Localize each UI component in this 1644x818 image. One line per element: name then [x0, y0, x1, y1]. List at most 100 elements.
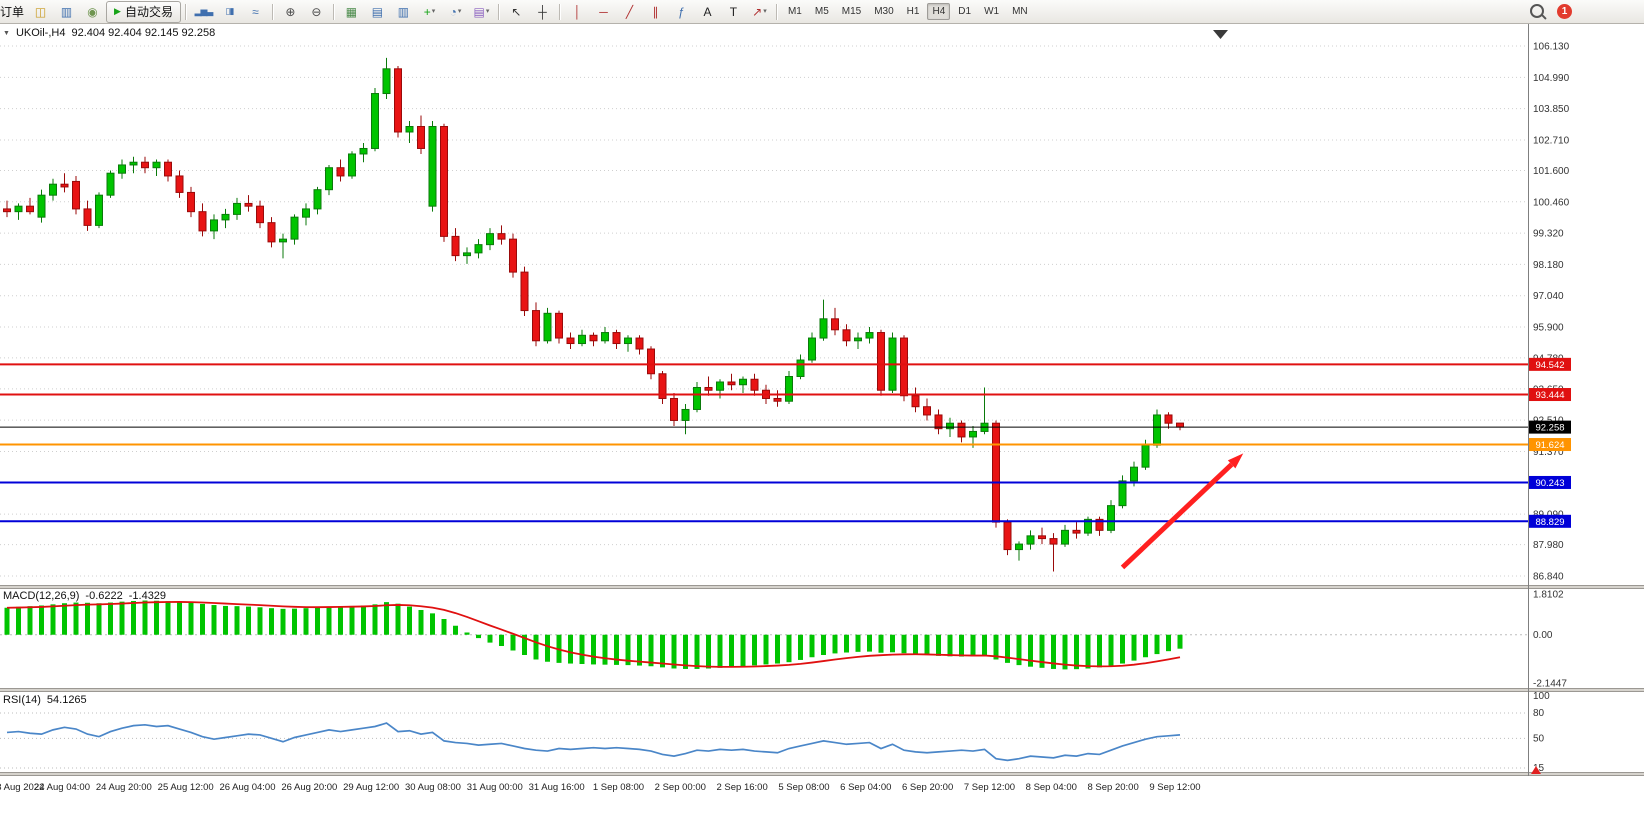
play-icon: ▶	[114, 6, 121, 16]
svg-text:15: 15	[1533, 763, 1545, 774]
candlestick-series	[3, 57, 1184, 572]
candlestick-type-icon[interactable]: ▯▮	[225, 6, 235, 16]
text-icon[interactable]: A	[703, 4, 712, 19]
macd-signal-line	[6, 601, 1181, 668]
new-order-button[interactable]: 订单	[0, 5, 25, 19]
svg-text:1 Sep 08:00: 1 Sep 08:00	[593, 782, 644, 793]
svg-text:31 Aug 00:00: 31 Aug 00:00	[467, 782, 523, 793]
svg-text:9 Sep 12:00: 9 Sep 12:00	[1149, 782, 1200, 793]
price-axis-labels[interactable]: 106.130 104.990 103.850 102.710 101.600 100.4…	[1533, 42, 1570, 583]
svg-text:95.900: 95.900	[1533, 323, 1564, 334]
cursor-icon[interactable]: ↖	[511, 4, 522, 19]
crosshair-icon[interactable]: ┼	[538, 4, 547, 19]
svg-text:91.624: 91.624	[1535, 440, 1564, 451]
zoom-in-icon[interactable]: ⊕	[285, 4, 296, 19]
svg-text:0.00: 0.00	[1533, 630, 1553, 641]
new-chart-button[interactable]: + ▾	[423, 4, 436, 19]
trend-arrow-annotation[interactable]	[1120, 453, 1244, 570]
periods-button[interactable]: ◔ ▾	[449, 4, 462, 19]
toolbar-separator	[558, 3, 561, 20]
chevron-down-icon: ▾	[457, 8, 462, 15]
panel-divider[interactable]	[0, 772, 1644, 776]
svg-text:92.258: 92.258	[1535, 423, 1564, 434]
svg-text:90.243: 90.243	[1535, 478, 1564, 489]
bar-chart-type-icon[interactable]: ▂▅▃	[194, 6, 214, 16]
macd-name: MACD(12,26,9)	[3, 590, 80, 602]
trendline-icon[interactable]: ╱	[625, 4, 634, 19]
toolbar-separator	[775, 3, 778, 20]
svg-text:23 Aug 2022: 23 Aug 2022	[0, 782, 44, 793]
svg-text:86.840: 86.840	[1533, 571, 1564, 582]
ohlc-values: 92.404 92.404 92.145 92.258	[71, 27, 216, 39]
svg-text:6 Sep 20:00: 6 Sep 20:00	[902, 782, 953, 793]
macd-main-value: -0.6222	[85, 590, 123, 602]
refresh-icon[interactable]: ◉	[87, 4, 98, 19]
svg-text:88.829: 88.829	[1535, 517, 1564, 528]
svg-text:98.180: 98.180	[1533, 260, 1564, 271]
line-chart-type-icon[interactable]: ≈	[252, 4, 259, 19]
fibonacci-icon[interactable]: ƒ	[678, 4, 685, 19]
vertical-line-icon[interactable]: │	[573, 4, 582, 19]
timeframe-m30[interactable]: M30	[874, 6, 894, 17]
symbol-period-label: UKOil-,H4	[15, 27, 66, 39]
macd-histogram	[4, 600, 1183, 670]
price-level-badge: 94.542	[1529, 357, 1571, 371]
search-icon[interactable]	[1530, 3, 1544, 18]
toolbar-separator	[332, 3, 335, 20]
rsi-indicator-label: RSI(14) 54.1265	[3, 694, 87, 706]
market-watch-icon[interactable]: ▥	[60, 4, 73, 19]
cascade-windows-icon[interactable]: ▤	[371, 4, 384, 19]
svg-text:91.370: 91.370	[1533, 447, 1564, 458]
arrows-button[interactable]: ↗ ▾	[752, 4, 767, 19]
tile-vertical-icon[interactable]: ▥	[397, 4, 410, 19]
scroll-to-end-marker[interactable]	[1531, 766, 1541, 774]
svg-text:101.600: 101.600	[1533, 166, 1570, 177]
panel-divider[interactable]	[0, 585, 1644, 589]
svg-text:103.850: 103.850	[1533, 104, 1570, 115]
charts-grid-icon[interactable]: ◫	[34, 4, 47, 19]
chart-shift-marker[interactable]	[1213, 30, 1228, 39]
svg-text:100.460: 100.460	[1533, 197, 1570, 208]
timeframe-d1[interactable]: D1	[958, 6, 972, 17]
svg-text:8 Sep 04:00: 8 Sep 04:00	[1026, 782, 1077, 793]
autotrading-label: 自动交易	[124, 5, 173, 19]
timeframe-m1[interactable]: M1	[787, 6, 802, 17]
zoom-out-icon[interactable]: ⊖	[311, 4, 322, 19]
svg-text:104.990: 104.990	[1533, 73, 1570, 84]
channel-icon[interactable]: ∥	[652, 4, 659, 19]
svg-text:2 Sep 16:00: 2 Sep 16:00	[717, 782, 768, 793]
svg-text:30 Aug 08:00: 30 Aug 08:00	[405, 782, 461, 793]
autotrading-button[interactable]: ▶ 自动交易	[106, 0, 181, 23]
timeframe-m5[interactable]: M5	[814, 6, 829, 17]
svg-text:94.542: 94.542	[1535, 360, 1564, 371]
chevron-down-icon: ▾	[763, 8, 767, 15]
rsi-name: RSI(14)	[3, 694, 41, 706]
panel-divider[interactable]	[0, 688, 1644, 692]
tile-windows-icon[interactable]: ▦	[345, 4, 358, 19]
svg-text:31 Aug 16:00: 31 Aug 16:00	[529, 782, 585, 793]
svg-text:100: 100	[1533, 691, 1550, 702]
price-level-badge: 93.444	[1529, 388, 1571, 402]
timeframe-mn[interactable]: MN	[1012, 6, 1028, 17]
macd-indicator-label: MACD(12,26,9) -0.6222 -1.4329	[3, 590, 166, 602]
price-level-badge: 92.258	[1529, 420, 1571, 434]
timeframe-h1[interactable]: H1	[906, 6, 920, 17]
price-level-badge: 90.243	[1529, 475, 1571, 489]
svg-text:29 Aug 12:00: 29 Aug 12:00	[343, 782, 399, 793]
svg-text:6 Sep 04:00: 6 Sep 04:00	[840, 782, 891, 793]
timeframe-h4[interactable]: H4	[927, 3, 951, 20]
timeframe-m15[interactable]: M15	[841, 6, 862, 17]
svg-text:25 Aug 12:00: 25 Aug 12:00	[158, 782, 214, 793]
svg-text:50: 50	[1533, 733, 1545, 744]
chevron-down-icon: ▾	[485, 8, 490, 15]
notification-badge[interactable]: 1	[1557, 4, 1572, 19]
toolbar-separator	[271, 3, 274, 20]
timeframe-w1[interactable]: W1	[984, 6, 1000, 17]
collapse-arrow-icon[interactable]: ▼	[3, 29, 10, 37]
indicator-list-button[interactable]: ▤ ▾	[473, 4, 490, 19]
svg-text:7 Sep 12:00: 7 Sep 12:00	[964, 782, 1015, 793]
horizontal-line-icon[interactable]: ─	[599, 4, 608, 19]
text-label-icon[interactable]: T	[729, 4, 738, 19]
